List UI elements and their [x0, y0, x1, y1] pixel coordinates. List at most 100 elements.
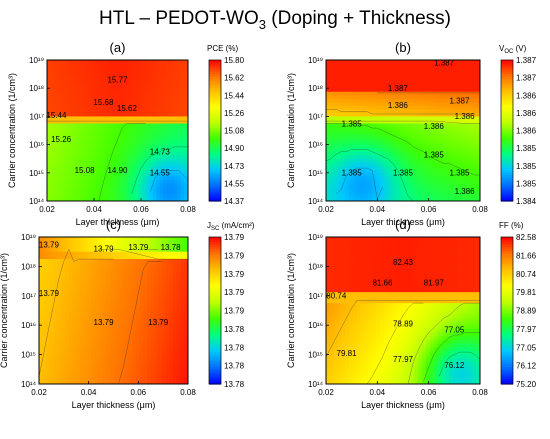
heatmap-cell: [87, 255, 92, 260]
heatmap-cell: [177, 119, 182, 125]
heatmap-cell: [61, 81, 66, 86]
heatmap-cell: [82, 137, 87, 142]
heatmap-cell: [376, 123, 381, 128]
heatmap-cell: [158, 372, 163, 378]
heatmap-cell: [124, 270, 129, 275]
heatmap-cell: [72, 369, 77, 374]
heatmap-cell: [399, 84, 404, 89]
heatmap-cell: [135, 74, 140, 79]
heatmap-cell: [68, 380, 74, 384]
heatmap-cell: [360, 109, 366, 114]
heatmap-cell: [87, 339, 92, 345]
heatmap-cell: [99, 158, 105, 163]
heatmap-cell: [395, 60, 400, 65]
heatmap-cell: [124, 74, 129, 79]
heatmap-cell: [61, 266, 66, 271]
heatmap-cell: [433, 119, 439, 125]
heatmap-cell: [395, 190, 400, 195]
heatmap-cell: [472, 84, 477, 89]
heatmap-cell: [103, 193, 108, 199]
heatmap-cell: [152, 91, 157, 96]
heatmap-cell: [352, 162, 358, 167]
heatmap-cell: [379, 126, 385, 132]
heatmap-cell: [131, 88, 136, 93]
heatmap-cell: [109, 295, 115, 301]
heatmap-cell: [85, 81, 90, 86]
heatmap-cell: [135, 328, 141, 334]
heatmap-cell: [441, 179, 446, 184]
heatmap-cell: [180, 317, 185, 323]
heatmap-cell: [422, 91, 427, 96]
heatmap-cell: [333, 162, 339, 167]
heatmap-cell: [429, 186, 435, 192]
heatmap-cell: [78, 123, 83, 128]
heatmap-cell: [177, 63, 182, 68]
heatmap-cell: [445, 183, 450, 188]
heatmap-cell: [391, 172, 396, 177]
heatmap-cell: [85, 169, 90, 174]
heatmap-cell: [82, 84, 87, 89]
heatmap-cell: [98, 372, 103, 378]
heatmap-cell: [360, 144, 366, 149]
heatmap-cell: [117, 281, 122, 286]
heatmap-cell: [138, 95, 143, 100]
heatmap-cell: [349, 119, 354, 125]
heatmap-cell: [156, 109, 161, 114]
heatmap-cell: [360, 141, 366, 146]
heatmap-cell: [403, 172, 408, 177]
heatmap-cell: [68, 277, 74, 282]
heatmap-cell: [161, 259, 167, 264]
heatmap-cell: [464, 88, 470, 93]
heatmap-cell: [158, 380, 163, 384]
heatmap-cell: [85, 158, 90, 163]
heatmap-cell: [65, 321, 70, 326]
heatmap-cell: [121, 109, 126, 114]
heatmap-cell: [329, 130, 335, 135]
heatmap-cell: [326, 158, 331, 163]
heatmap-cell: [147, 317, 152, 323]
colorbar-segment: [209, 158, 221, 162]
heatmap-cell: [76, 248, 81, 253]
heatmap-cell: [65, 270, 70, 275]
heatmap-cell: [72, 332, 77, 337]
heatmap-cell: [91, 336, 96, 341]
heatmap-cell: [173, 248, 178, 253]
heatmap-cell: [329, 98, 335, 103]
heatmap-cell: [121, 88, 126, 93]
heatmap-cell: [79, 376, 85, 381]
heatmap-cell: [147, 310, 152, 315]
heatmap-cell: [50, 365, 55, 370]
heatmap-cell: [106, 183, 112, 188]
heatmap-cell: [106, 67, 112, 72]
heatmap-cell: [169, 358, 174, 363]
heatmap-cell: [368, 70, 373, 75]
heatmap-cell: [124, 116, 129, 121]
heatmap-cell: [161, 251, 167, 256]
heatmap-cell: [50, 317, 55, 323]
heatmap-cell: [124, 84, 129, 89]
heatmap-cell: [184, 95, 188, 100]
heatmap-cell: [143, 251, 148, 256]
heatmap-cell: [92, 169, 97, 174]
heatmap-cell: [61, 77, 66, 82]
heatmap-cell: [113, 248, 118, 253]
heatmap-cell: [149, 179, 154, 184]
heatmap-cell: [433, 144, 439, 149]
heatmap-cell: [124, 179, 129, 184]
heatmap-cell: [128, 295, 133, 301]
heatmap-cell: [79, 270, 85, 275]
heatmap-cell: [441, 162, 446, 167]
heatmap-cell: [128, 347, 133, 352]
heatmap-cell: [433, 130, 439, 135]
heatmap-cell: [399, 172, 404, 177]
heatmap-cell: [92, 81, 97, 86]
heatmap-cell: [57, 165, 62, 170]
heatmap-cell: [352, 165, 358, 170]
heatmap-cell: [54, 186, 59, 192]
heatmap-cell: [364, 134, 369, 139]
contour-annotation: 1.385: [342, 169, 363, 178]
heatmap-cell: [476, 116, 480, 121]
heatmap-cell: [429, 137, 435, 142]
heatmap-cell: [102, 259, 107, 264]
heatmap-cell: [117, 123, 122, 128]
